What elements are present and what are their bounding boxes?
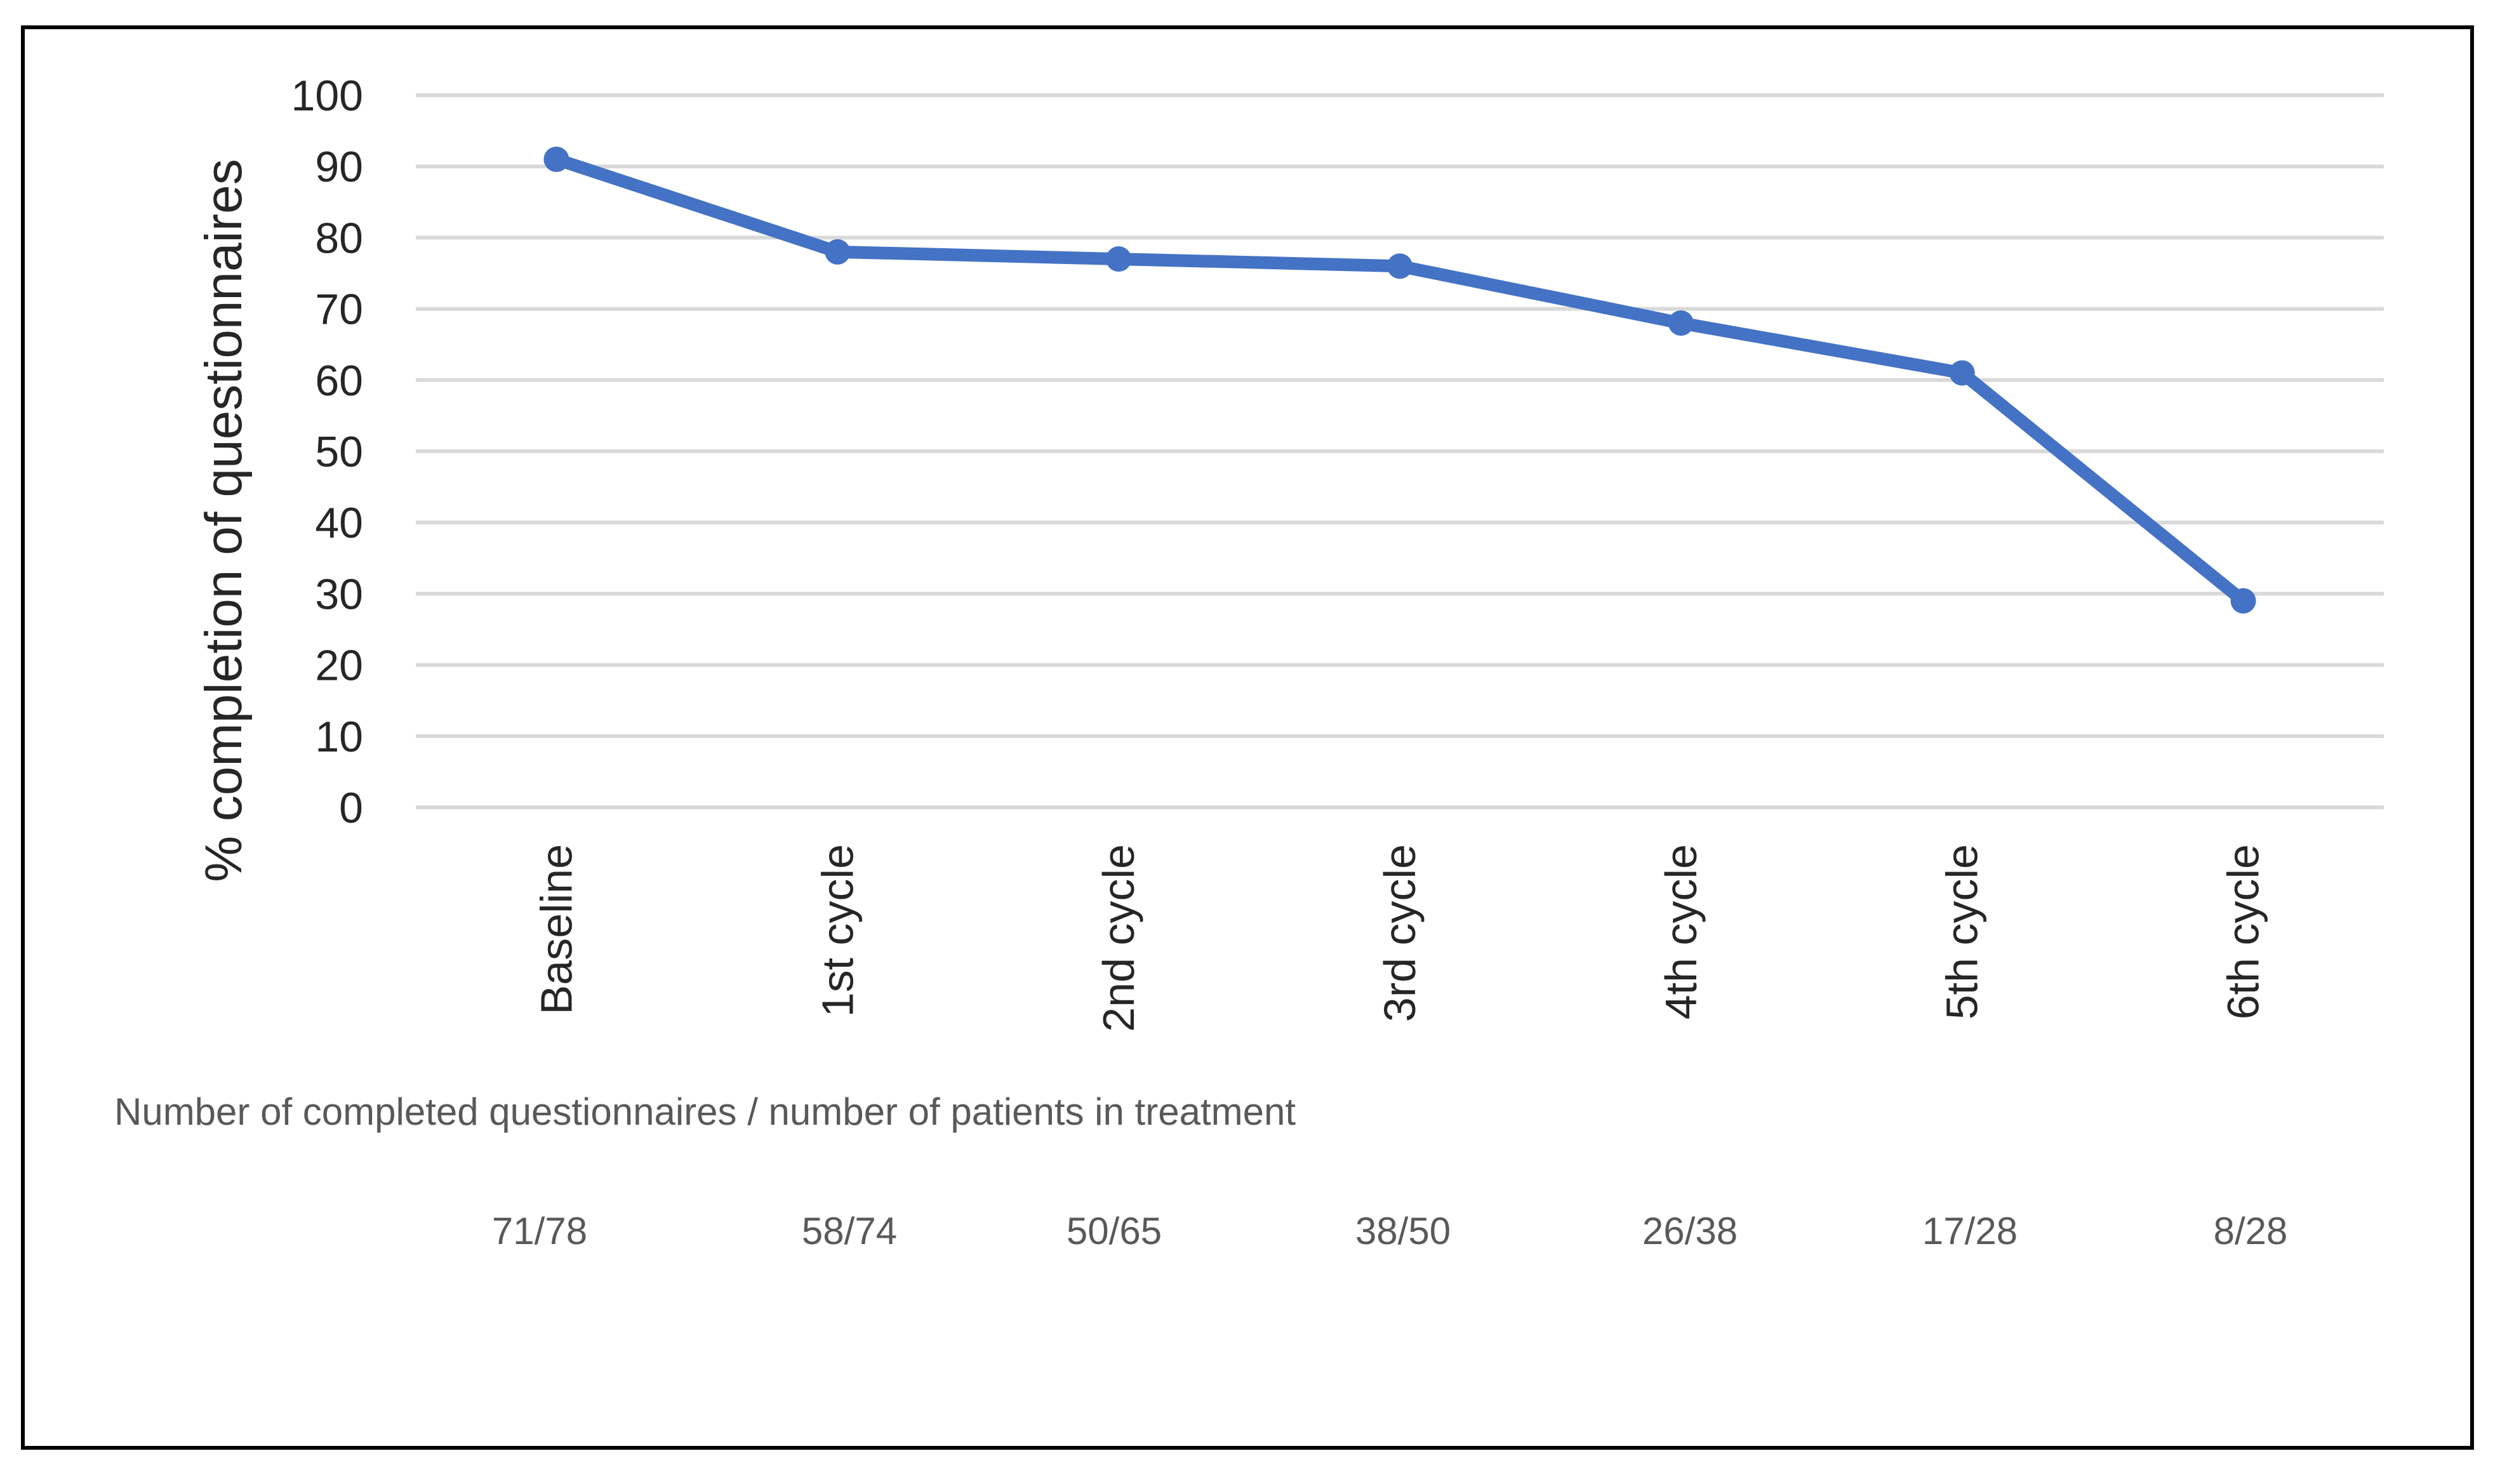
x-category-label: 2nd cycle: [1094, 844, 1143, 1032]
data-point: [543, 146, 569, 172]
table-note: Number of completed questionnaires / num…: [114, 1090, 1296, 1133]
data-point: [1387, 253, 1413, 279]
x-category-label: 5th cycle: [1938, 844, 1987, 1019]
data-point: [1668, 310, 1694, 336]
completion-ratio: 17/28: [1922, 1210, 2018, 1252]
y-tick-label: 30: [315, 570, 363, 618]
y-tick-label: 10: [315, 713, 363, 761]
y-tick-label: 80: [315, 214, 363, 262]
x-category-label: 1st cycle: [813, 844, 862, 1017]
x-category-label: Baseline: [531, 844, 581, 1015]
y-tick-label: 40: [315, 499, 363, 547]
completion-ratio: 8/28: [2214, 1210, 2288, 1252]
gridlines: [416, 93, 2384, 809]
data-point: [1106, 246, 1132, 272]
y-axis-tick-labels: 0 10 20 30 40 50 60 70 80 90 100: [291, 72, 363, 832]
completion-ratio: 38/50: [1355, 1210, 1451, 1252]
x-category-label: 4th cycle: [1656, 844, 1706, 1019]
completion-ratio: 71/78: [492, 1210, 587, 1252]
y-tick-label: 50: [315, 428, 363, 476]
data-series: [543, 146, 2256, 614]
x-axis-category-labels: Baseline 1st cycle 2nd cycle 3rd cycle 4th c…: [531, 844, 2268, 1032]
data-point: [1949, 360, 1975, 386]
y-tick-label: 90: [315, 143, 363, 191]
y-axis-title: % completion of questionnaires: [195, 159, 253, 882]
data-point: [825, 239, 851, 265]
x-category-label: 3rd cycle: [1375, 844, 1425, 1022]
y-tick-label: 0: [339, 784, 363, 832]
y-tick-label: 20: [315, 642, 363, 690]
completion-ratios: 71/78 58/74 50/65 38/50 26/38 17/28 8/28: [492, 1210, 2287, 1252]
x-category-label: 6th cycle: [2219, 844, 2268, 1019]
y-tick-label: 60: [315, 357, 363, 405]
completion-ratio: 26/38: [1642, 1210, 1738, 1252]
completion-ratio: 58/74: [802, 1210, 897, 1252]
completion-ratio: 50/65: [1067, 1210, 1162, 1252]
y-tick-label: 70: [315, 286, 363, 334]
data-point: [2230, 588, 2256, 614]
y-tick-label: 100: [291, 72, 363, 120]
